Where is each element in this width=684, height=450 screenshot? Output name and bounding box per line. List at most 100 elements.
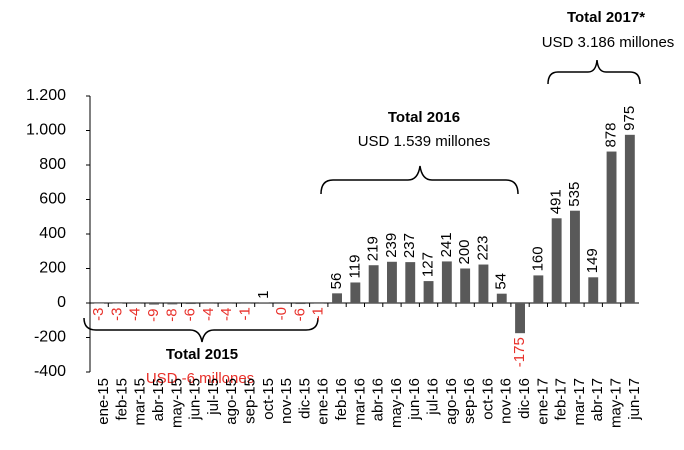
bar	[112, 303, 123, 304]
x-tick-label: ene-17	[534, 378, 551, 425]
value-label: 54	[493, 273, 510, 290]
value-label: -1	[237, 307, 254, 320]
x-tick-label: jul-15	[205, 378, 222, 416]
annotation-title: Total 2015	[166, 346, 238, 363]
x-tick-label: sep-16	[461, 378, 478, 424]
bar	[570, 210, 580, 303]
annotation-text: USD 3.186 millones	[542, 34, 675, 51]
x-tick-label: abr-17	[589, 378, 606, 421]
x-tick-label: mar-15	[132, 378, 149, 426]
value-label: -8	[163, 308, 180, 321]
bar	[496, 293, 507, 303]
value-label: 1	[255, 290, 272, 298]
x-tick-label: feb-17	[553, 378, 570, 421]
value-label: -6	[182, 308, 199, 321]
value-label: 119	[346, 255, 363, 279]
x-tick-label: jun-16	[406, 378, 423, 421]
x-tick-label: may-15	[168, 378, 185, 428]
y-tick-label: 600	[39, 191, 66, 208]
bar	[222, 303, 233, 304]
x-tick-label: oct-15	[260, 378, 277, 420]
bar	[204, 303, 214, 304]
bar	[515, 303, 525, 334]
x-tick-label: mar-17	[571, 378, 588, 426]
bar	[460, 268, 471, 303]
bar	[624, 134, 635, 303]
value-label: 241	[438, 232, 455, 257]
bar	[551, 218, 562, 303]
x-tick-label: dic-15	[296, 378, 313, 419]
x-tick-label: may-17	[608, 378, 625, 428]
bracket-2015	[83, 317, 319, 343]
y-tick-label: -400	[34, 363, 66, 380]
x-tick-label: ene-15	[95, 378, 112, 425]
y-tick-label: 1.000	[26, 122, 66, 139]
bar	[478, 264, 489, 303]
bar	[149, 303, 159, 305]
value-label: -1	[310, 307, 327, 320]
x-tick-label: nov-16	[498, 378, 515, 424]
bar	[533, 275, 544, 303]
bar	[167, 303, 178, 305]
value-label: 975	[621, 106, 638, 131]
x-tick-label: may-16	[388, 378, 405, 428]
value-label: 535	[566, 182, 583, 207]
y-tick-label: 400	[39, 225, 66, 242]
y-tick-label: 0	[57, 294, 66, 311]
x-tick-label: oct-16	[479, 378, 496, 420]
annotation-title: Total 2016	[388, 109, 460, 126]
bar	[441, 261, 452, 303]
annotation-text: USD 1.539 millones	[358, 133, 491, 150]
bar	[130, 303, 141, 304]
annotation-text: USD -6 millones	[146, 370, 254, 387]
value-label: 127	[420, 252, 437, 277]
x-tick-label: jun-15	[187, 378, 204, 421]
bar	[350, 282, 361, 303]
value-label: 239	[383, 233, 400, 258]
value-label: 223	[474, 236, 491, 261]
bar	[185, 303, 196, 305]
x-tick-label: dic-16	[516, 378, 533, 419]
x-tick-label: ago-16	[443, 378, 460, 425]
bar	[405, 262, 416, 303]
bar	[387, 261, 397, 303]
x-tick-label: ene-16	[315, 378, 332, 425]
bar	[332, 293, 342, 303]
y-tick-label: -200	[34, 329, 66, 346]
x-tick-label: ago-15	[223, 378, 240, 425]
value-label: -175	[511, 337, 528, 367]
value-label: -3	[108, 308, 125, 321]
y-tick-label: 800	[39, 156, 66, 173]
value-label: -4	[200, 308, 217, 321]
x-tick-label: jul-16	[425, 378, 442, 416]
value-label: 491	[548, 189, 565, 214]
x-tick-label: feb-15	[113, 378, 130, 421]
value-label: 149	[584, 248, 601, 273]
bar	[423, 281, 434, 303]
x-tick-label: abr-16	[370, 378, 387, 421]
annotation-title: Total 2017*	[567, 9, 645, 26]
value-label: 237	[401, 233, 418, 258]
bar	[94, 303, 105, 304]
value-label: -6	[291, 308, 308, 321]
x-tick-label: mar-16	[351, 378, 368, 426]
x-tick-label: nov-15	[278, 378, 295, 424]
bar	[295, 303, 306, 305]
value-label: 160	[529, 246, 546, 271]
value-label: -3	[90, 308, 107, 321]
bracket-2016	[320, 165, 519, 195]
value-label: 56	[328, 273, 345, 290]
value-label: -9	[145, 309, 162, 322]
bar	[606, 151, 617, 303]
y-tick-label: 200	[39, 260, 66, 277]
bar	[368, 265, 379, 303]
value-label: 878	[603, 123, 620, 148]
x-tick-label: abr-15	[150, 378, 167, 421]
bar	[588, 277, 599, 303]
x-tick-label: jun-17	[626, 378, 643, 421]
y-tick-label: 1.200	[26, 87, 66, 104]
x-tick-label: feb-16	[333, 378, 350, 421]
bracket-2017	[547, 59, 641, 85]
value-label: 219	[365, 236, 382, 261]
